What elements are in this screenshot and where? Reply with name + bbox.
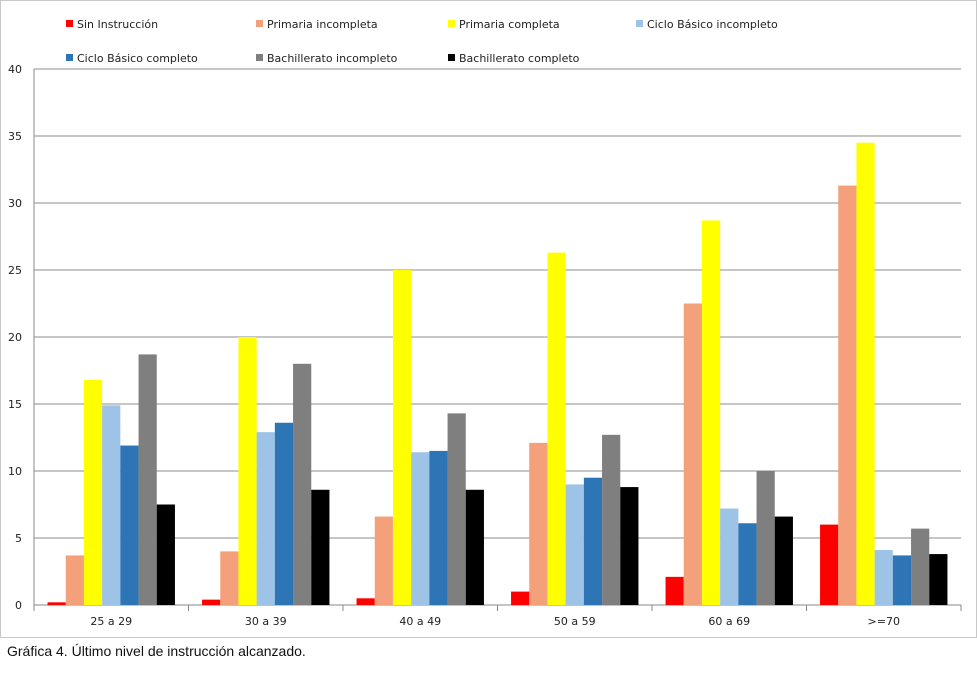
bar [738, 523, 757, 605]
bar [511, 591, 530, 605]
bar [929, 554, 948, 605]
bar [602, 434, 621, 605]
legend-swatch [256, 54, 263, 61]
y-tick-label: 25 [8, 264, 22, 277]
bar [856, 142, 875, 605]
legend-swatch [448, 54, 455, 61]
bar [202, 599, 221, 605]
y-tick-label: 10 [8, 465, 22, 478]
bar [411, 452, 430, 605]
y-tick-label: 20 [8, 331, 22, 344]
bar [465, 489, 484, 605]
bar [683, 303, 702, 605]
bar [102, 405, 121, 605]
y-tick-label: 15 [8, 398, 22, 411]
legend-label: Sin Instrucción [77, 18, 158, 31]
bar [774, 516, 793, 605]
legend-swatch [66, 20, 73, 27]
bar [120, 445, 139, 605]
bar [374, 516, 393, 605]
bar [311, 489, 330, 605]
bar [529, 442, 548, 605]
legend-swatch [256, 20, 263, 27]
x-tick-label: >=70 [868, 615, 900, 628]
bar [274, 422, 294, 605]
bar [392, 270, 412, 605]
bar [620, 487, 639, 605]
bar [293, 363, 312, 605]
bar [820, 524, 839, 605]
x-tick-label: 60 a 69 [708, 615, 750, 628]
bar [138, 354, 157, 605]
legend-label: Primaria completa [459, 18, 560, 31]
bar [756, 471, 775, 605]
figure-caption: Gráfica 4. Último nivel de instrucción a… [7, 643, 306, 659]
bar [665, 576, 684, 605]
y-tick-label: 40 [8, 63, 22, 76]
bar [83, 379, 103, 605]
bar-chart: 0 5 10 15 20 25 30 35 40 25 a 29 30 a 39 40 a 49 50 … [8, 18, 962, 628]
bar [874, 550, 893, 605]
x-tick-label: 50 a 59 [554, 615, 596, 628]
legend-label: Primaria incompleta [267, 18, 378, 31]
bar [220, 551, 239, 605]
x-tick-label: 25 a 29 [90, 615, 132, 628]
bar [565, 484, 584, 605]
bar [447, 413, 466, 605]
legend-label: Bachillerato incompleto [267, 52, 398, 65]
legend-label: Ciclo Básico incompleto [647, 18, 778, 31]
bar [911, 528, 930, 605]
legend-label: Ciclo Básico completo [77, 52, 198, 65]
bar [838, 185, 857, 605]
legend-swatch [448, 20, 455, 27]
bar [356, 598, 375, 605]
bar [429, 450, 448, 605]
bar [720, 508, 739, 605]
bar [156, 504, 175, 605]
bar [892, 555, 912, 605]
x-tick-label: 30 a 39 [245, 615, 287, 628]
x-tick-label: 40 a 49 [399, 615, 441, 628]
bar [65, 555, 84, 605]
y-tick-label: 0 [15, 599, 22, 612]
bar [256, 432, 275, 605]
legend-label: Bachillerato completo [459, 52, 580, 65]
y-tick-label: 35 [8, 130, 22, 143]
bar [547, 252, 566, 605]
bar [583, 477, 603, 605]
legend-swatch [636, 20, 643, 27]
y-tick-label: 5 [15, 532, 22, 545]
bar [47, 602, 66, 605]
bar [238, 337, 257, 605]
legend-swatch [66, 54, 73, 61]
bar [701, 220, 721, 606]
y-tick-label: 30 [8, 197, 22, 210]
